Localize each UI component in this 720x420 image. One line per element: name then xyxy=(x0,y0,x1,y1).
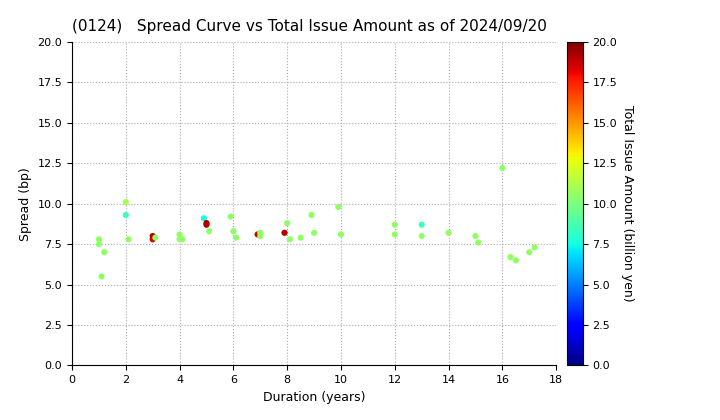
Point xyxy=(472,239,484,246)
Point xyxy=(201,221,212,228)
Point xyxy=(252,231,264,238)
Point xyxy=(174,231,185,238)
X-axis label: Duration (years): Duration (years) xyxy=(263,391,365,404)
Point xyxy=(176,236,188,243)
Point xyxy=(150,234,161,241)
Point xyxy=(228,228,239,234)
Point xyxy=(120,199,132,205)
Point xyxy=(523,249,535,255)
Point xyxy=(201,220,212,226)
Point xyxy=(505,254,516,260)
Point xyxy=(284,236,296,243)
Point xyxy=(416,221,428,228)
Point xyxy=(93,241,104,247)
Point xyxy=(443,229,454,236)
Point xyxy=(255,233,266,239)
Point xyxy=(198,215,210,222)
Point xyxy=(308,229,320,236)
Point xyxy=(230,234,242,241)
Point xyxy=(147,233,158,239)
Point xyxy=(416,233,428,239)
Point xyxy=(147,236,158,243)
Point xyxy=(282,220,293,226)
Point xyxy=(93,236,104,243)
Point xyxy=(529,244,541,251)
Point xyxy=(174,236,185,243)
Text: (0124)   Spread Curve vs Total Issue Amount as of 2024/09/20: (0124) Spread Curve vs Total Issue Amoun… xyxy=(72,19,547,34)
Point xyxy=(469,233,481,239)
Point xyxy=(225,213,236,220)
Point xyxy=(389,221,400,228)
Point xyxy=(389,231,400,238)
Point xyxy=(336,231,347,238)
Point xyxy=(120,212,132,218)
Point xyxy=(96,273,107,280)
Point xyxy=(333,204,344,210)
Point xyxy=(510,257,521,264)
Point xyxy=(255,229,266,236)
Y-axis label: Spread (bp): Spread (bp) xyxy=(19,167,32,241)
Point xyxy=(204,228,215,234)
Point xyxy=(295,234,307,241)
Point xyxy=(122,236,134,243)
Y-axis label: Total Issue Amount (billion yen): Total Issue Amount (billion yen) xyxy=(621,105,634,302)
Point xyxy=(99,249,110,255)
Point xyxy=(279,229,290,236)
Point xyxy=(306,212,318,218)
Point xyxy=(497,165,508,171)
